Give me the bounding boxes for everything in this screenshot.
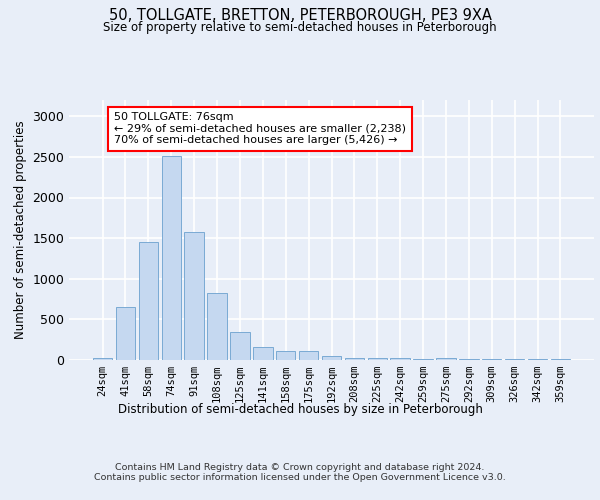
Bar <box>391 358 410 360</box>
Bar <box>368 358 387 360</box>
Bar <box>413 359 433 360</box>
Bar <box>276 350 295 360</box>
Text: Size of property relative to semi-detached houses in Peterborough: Size of property relative to semi-detach… <box>103 21 497 34</box>
Bar <box>551 359 570 360</box>
Text: Distribution of semi-detached houses by size in Peterborough: Distribution of semi-detached houses by … <box>118 402 482 415</box>
Bar <box>93 358 112 360</box>
Bar <box>230 332 250 360</box>
Bar <box>116 307 135 360</box>
Bar <box>436 358 455 360</box>
Bar <box>184 232 204 360</box>
Y-axis label: Number of semi-detached properties: Number of semi-detached properties <box>14 120 27 340</box>
Bar <box>299 350 319 360</box>
Bar <box>528 359 547 360</box>
Text: 50, TOLLGATE, BRETTON, PETERBOROUGH, PE3 9XA: 50, TOLLGATE, BRETTON, PETERBOROUGH, PE3… <box>109 8 491 22</box>
Bar <box>505 359 524 360</box>
Bar <box>253 346 272 360</box>
Bar <box>322 356 341 360</box>
Bar <box>459 359 479 360</box>
Bar <box>344 358 364 360</box>
Bar <box>208 292 227 360</box>
Bar <box>482 359 502 360</box>
Bar <box>139 242 158 360</box>
Text: Contains HM Land Registry data © Crown copyright and database right 2024.
Contai: Contains HM Land Registry data © Crown c… <box>94 462 506 482</box>
Text: 50 TOLLGATE: 76sqm
← 29% of semi-detached houses are smaller (2,238)
70% of semi: 50 TOLLGATE: 76sqm ← 29% of semi-detache… <box>114 112 406 146</box>
Bar <box>161 156 181 360</box>
